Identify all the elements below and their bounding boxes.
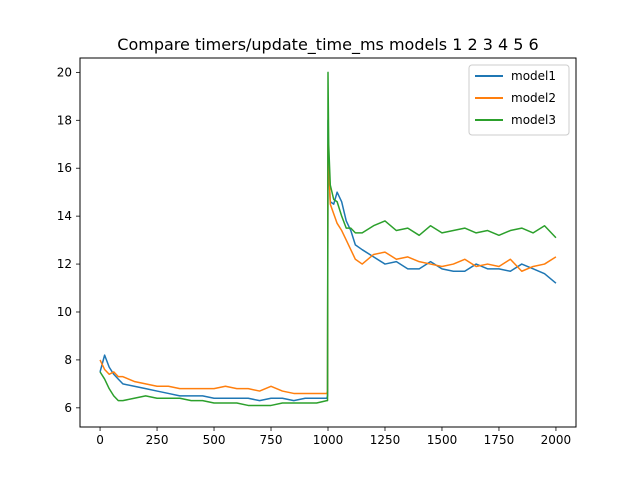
x-tick-label: 0 bbox=[96, 433, 104, 447]
legend-label-model3: model3 bbox=[511, 113, 556, 127]
legend: model1 model2 model3 bbox=[468, 64, 570, 136]
x-tick-label: 1750 bbox=[484, 433, 515, 447]
x-tick-label: 250 bbox=[146, 433, 169, 447]
y-tick-label: 20 bbox=[57, 65, 72, 79]
y-tick-label: 6 bbox=[64, 401, 72, 415]
x-tick-label: 750 bbox=[260, 433, 283, 447]
y-axis: 6 8 10 12 14 16 18 20 bbox=[57, 65, 80, 415]
y-tick-label: 14 bbox=[57, 209, 72, 223]
y-tick-label: 16 bbox=[57, 161, 72, 175]
legend-label-model1: model1 bbox=[511, 69, 556, 83]
y-tick-label: 10 bbox=[57, 305, 72, 319]
legend-label-model2: model2 bbox=[511, 91, 556, 105]
x-tick-label: 2000 bbox=[541, 433, 572, 447]
y-tick-label: 12 bbox=[57, 257, 72, 271]
y-tick-label: 8 bbox=[64, 353, 72, 367]
x-tick-label: 1000 bbox=[313, 433, 344, 447]
chart-title: Compare timers/update_time_ms models 1 2… bbox=[117, 35, 538, 55]
y-tick-label: 18 bbox=[57, 113, 72, 127]
series-layer bbox=[99, 71, 557, 407]
x-axis: 0 250 500 750 1000 1250 1500 1750 2000 bbox=[96, 427, 571, 447]
series-line-model3 bbox=[99, 71, 557, 407]
x-tick-label: 1250 bbox=[370, 433, 401, 447]
legend-box bbox=[468, 64, 570, 136]
x-tick-label: 1500 bbox=[427, 433, 458, 447]
x-tick-label: 500 bbox=[203, 433, 226, 447]
